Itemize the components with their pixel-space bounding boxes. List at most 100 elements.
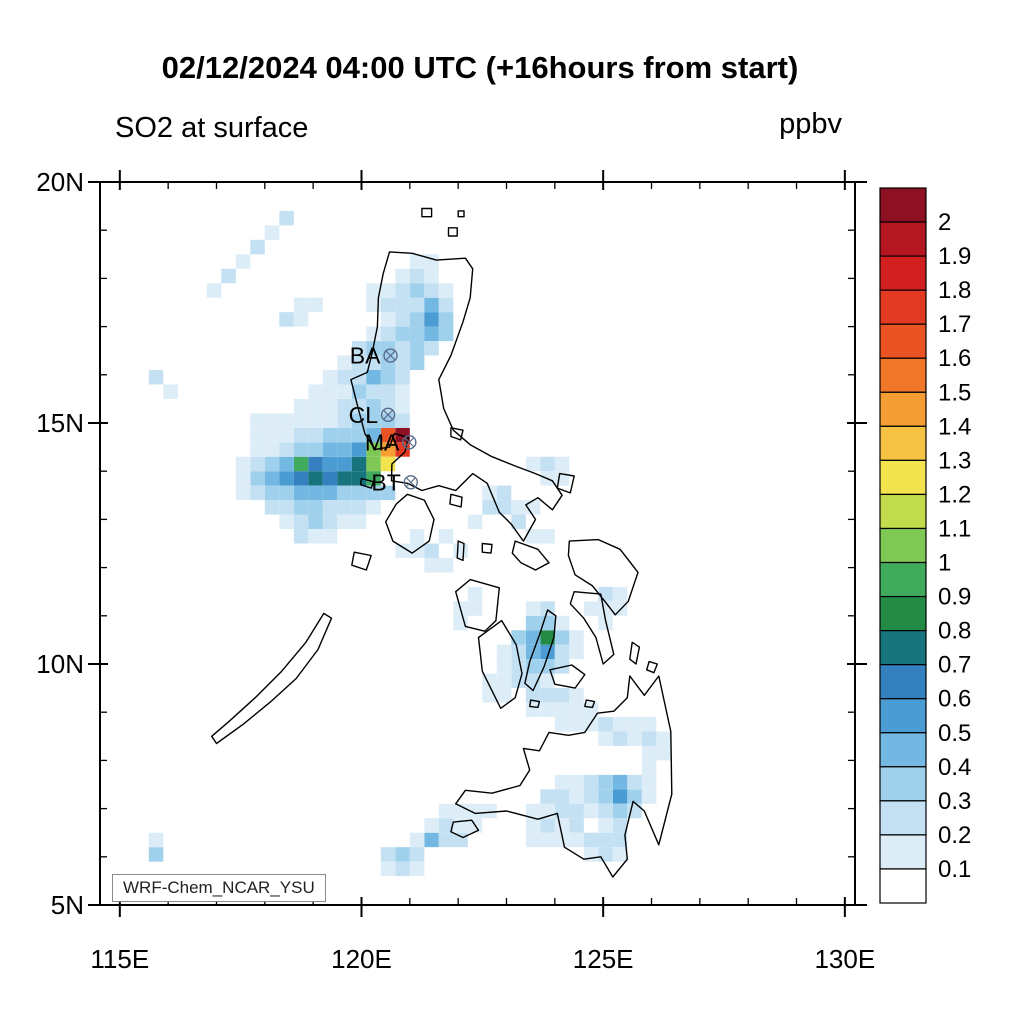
grid-cell bbox=[366, 369, 381, 385]
coastline bbox=[477, 619, 523, 709]
grid-cell bbox=[540, 832, 555, 848]
grid-cell bbox=[380, 442, 396, 457]
grid-cell bbox=[540, 702, 555, 718]
grid-cell bbox=[467, 601, 483, 616]
units-label: ppbv bbox=[779, 108, 842, 140]
coastline bbox=[359, 477, 375, 489]
grid-cell bbox=[250, 442, 265, 457]
coastline bbox=[455, 675, 673, 878]
grid-cell bbox=[250, 471, 265, 486]
coastline bbox=[529, 699, 541, 709]
grid-cell bbox=[540, 688, 555, 703]
grid-cell bbox=[583, 803, 599, 819]
grid-cell bbox=[395, 297, 410, 313]
grid-cell bbox=[337, 442, 352, 457]
colorbar-label: 0.8 bbox=[938, 618, 971, 645]
colorbar-segment bbox=[879, 255, 927, 291]
grid-cell bbox=[351, 341, 367, 356]
grid-cell bbox=[279, 456, 294, 472]
grid-cell bbox=[496, 659, 512, 674]
grid-cell bbox=[264, 427, 280, 443]
y-tick-label: 10N bbox=[36, 649, 84, 679]
grid-cell bbox=[554, 803, 570, 819]
grid-cell bbox=[467, 586, 483, 602]
grid-cell bbox=[279, 442, 294, 457]
grid-cell bbox=[554, 630, 570, 645]
grid-cell bbox=[569, 832, 584, 848]
grid-cell bbox=[409, 861, 425, 877]
colorbar-label: 1.5 bbox=[938, 379, 971, 406]
grid-cell bbox=[598, 601, 613, 616]
grid-cell bbox=[337, 456, 352, 472]
grid-cell bbox=[598, 832, 613, 848]
grid-cell bbox=[569, 644, 584, 660]
grid-cell bbox=[511, 659, 526, 674]
x-tick-label: 130E bbox=[814, 944, 875, 974]
colorbar-label: 0.5 bbox=[938, 720, 971, 747]
grid-cell bbox=[424, 818, 439, 833]
grid-cell bbox=[540, 818, 555, 833]
colorbar-label: 0.3 bbox=[938, 788, 971, 815]
grid-cell bbox=[482, 803, 497, 819]
grid-cell bbox=[409, 355, 425, 370]
coastline bbox=[524, 609, 557, 692]
grid-cell bbox=[424, 297, 439, 313]
coastline bbox=[351, 551, 372, 571]
grid-cell bbox=[293, 442, 309, 457]
station-label: CL bbox=[349, 402, 379, 428]
grid-cell bbox=[293, 485, 309, 501]
grid-cell bbox=[322, 413, 338, 428]
colorbar-segment bbox=[879, 527, 927, 564]
grid-cell bbox=[598, 847, 613, 862]
grid-cell bbox=[279, 413, 294, 428]
grid-cell bbox=[264, 485, 280, 501]
grid-cell bbox=[380, 847, 396, 862]
x-tick-label: 115E bbox=[90, 944, 149, 974]
grid-cell bbox=[337, 427, 352, 443]
grid-cell bbox=[511, 500, 526, 515]
station-cross-icon bbox=[405, 477, 416, 488]
grid-cell bbox=[235, 456, 251, 472]
grid-cell bbox=[409, 529, 425, 544]
axes bbox=[88, 170, 867, 917]
grid-cell bbox=[569, 803, 584, 819]
grid-cell bbox=[583, 774, 599, 790]
grid-cell bbox=[279, 427, 294, 443]
grid-cell bbox=[366, 326, 381, 342]
colorbar-segment bbox=[879, 221, 927, 257]
x-tick-label: 125E bbox=[573, 944, 634, 974]
grid-cell bbox=[511, 514, 526, 530]
coastline bbox=[457, 210, 465, 218]
grid-cell bbox=[395, 326, 410, 342]
grid-cell bbox=[380, 413, 396, 428]
grid-cell bbox=[627, 774, 642, 790]
grid-cell bbox=[598, 731, 613, 746]
grid-cell bbox=[409, 283, 425, 298]
grid-cell bbox=[496, 688, 512, 703]
grid-cell bbox=[627, 731, 642, 746]
grid-cell bbox=[656, 731, 671, 746]
coastline bbox=[549, 664, 586, 689]
grid-cell bbox=[279, 485, 294, 501]
coastline bbox=[584, 699, 596, 709]
grid-cell bbox=[482, 500, 497, 515]
grid-cell bbox=[308, 456, 323, 472]
grid-cell bbox=[598, 717, 613, 732]
grid-cell bbox=[641, 731, 657, 746]
grid-cell bbox=[322, 529, 338, 544]
coastline bbox=[449, 493, 463, 508]
grid-cell bbox=[293, 398, 309, 414]
colorbar-label: 1.3 bbox=[938, 447, 971, 474]
grid-cell bbox=[351, 442, 367, 457]
variable-title: SO2 at surface bbox=[115, 112, 309, 144]
station-label: BA bbox=[350, 343, 381, 369]
grid-cell bbox=[656, 745, 671, 761]
colorbar-segment bbox=[879, 289, 927, 325]
grid-cell bbox=[293, 297, 309, 313]
colorbar-segment bbox=[879, 391, 927, 427]
grid-cell bbox=[424, 268, 439, 284]
grid-cell bbox=[569, 717, 584, 732]
station-circle-icon bbox=[403, 475, 418, 490]
grid-cell bbox=[337, 369, 352, 385]
grid-cell bbox=[337, 471, 352, 486]
